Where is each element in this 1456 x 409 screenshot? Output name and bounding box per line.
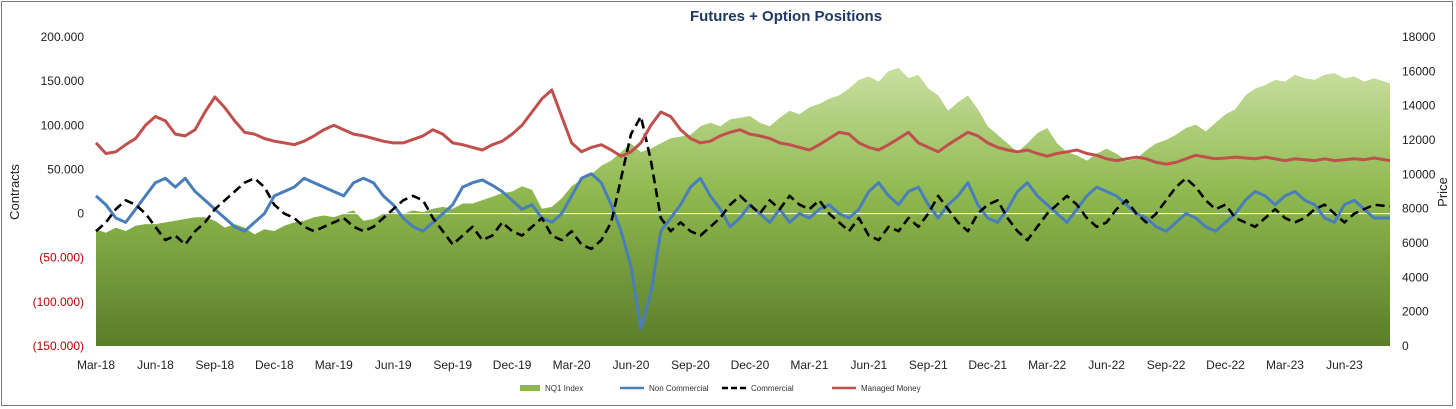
y-axis-right: 18000 16000 14000 12000 10000 8000 6000 4000 200… (1402, 30, 1436, 353)
series-non-commercial-line (95, 172, 1390, 330)
y-tick-label: 150.000 (41, 74, 85, 88)
y2-tick-label: 6000 (1402, 236, 1429, 250)
x-tick-label: Mar-18 (77, 358, 115, 372)
legend-label-non-commercial: Non Commercial (649, 384, 709, 393)
chart-title: Futures + Option Positions (690, 8, 882, 25)
x-tick-label: Sep-19 (433, 358, 472, 372)
legend: NQ1 Index Non Commercial Commercial Managed… (520, 384, 921, 393)
x-tick-label: Sep-21 (909, 358, 948, 372)
x-tick-label: Mar-21 (790, 358, 828, 372)
y-tick-label: 0 (77, 207, 84, 221)
y-tick-label: 50.000 (47, 162, 84, 176)
x-tick-label: Jun-23 (1326, 358, 1363, 372)
y-axis-left: 200.000 150.000 100.000 50.000 0 (50.000) (100… (33, 30, 85, 353)
legend-label-nq1-index: NQ1 Index (545, 384, 583, 393)
y2-tick-label: 12000 (1402, 133, 1436, 147)
legend-label-commercial: Commercial (751, 384, 794, 393)
x-axis: Mar-18 Jun-18 Sep-18 Dec-18 Mar-19 Jun-19 Sep-… (77, 358, 1363, 372)
x-tick-label: Jun-20 (613, 358, 650, 372)
x-tick-label: Jun-22 (1088, 358, 1125, 372)
y-axis-label: Contracts (7, 164, 22, 220)
y-tick-label: (150.000) (33, 339, 84, 353)
x-tick-label: Dec-18 (255, 358, 294, 372)
series-managed-money-line (94, 88, 1391, 166)
y2-tick-label: 0 (1402, 339, 1409, 353)
y2-tick-label: 14000 (1402, 99, 1436, 113)
y2-tick-label: 10000 (1402, 167, 1436, 181)
x-tick-label: Dec-21 (968, 358, 1007, 372)
legend-label-managed-money: Managed Money (861, 384, 921, 393)
y2-tick-label: 18000 (1402, 30, 1436, 44)
x-tick-label: Mar-23 (1266, 358, 1304, 372)
x-tick-label: Jun-18 (137, 358, 174, 372)
x-tick-label: Mar-20 (553, 358, 591, 372)
series-commercial-line (95, 115, 1391, 251)
series-nq1-index-area (96, 67, 1390, 347)
x-tick-label: Dec-20 (731, 358, 770, 372)
y-tick-label: (100.000) (33, 295, 84, 309)
y2-axis-label: Price (1435, 177, 1450, 207)
x-tick-label: Jun-21 (850, 358, 887, 372)
y-tick-label: 100.000 (41, 118, 85, 132)
y-tick-label: 200.000 (41, 30, 85, 44)
y2-tick-label: 8000 (1402, 202, 1429, 216)
x-tick-label: Sep-18 (196, 358, 235, 372)
y2-tick-label: 4000 (1402, 270, 1429, 284)
y2-tick-label: 2000 (1402, 305, 1429, 319)
x-tick-label: Mar-22 (1028, 358, 1066, 372)
x-tick-label: Sep-20 (671, 358, 710, 372)
x-tick-label: Mar-19 (315, 358, 353, 372)
x-tick-label: Dec-22 (1206, 358, 1245, 372)
x-tick-label: Sep-22 (1147, 358, 1186, 372)
legend-swatch-nq1-index (520, 385, 540, 391)
x-tick-label: Jun-19 (375, 358, 412, 372)
y-tick-label: (50.000) (39, 251, 84, 265)
y2-tick-label: 16000 (1402, 64, 1436, 78)
x-tick-label: Dec-19 (493, 358, 532, 372)
plot-area (94, 67, 1391, 347)
